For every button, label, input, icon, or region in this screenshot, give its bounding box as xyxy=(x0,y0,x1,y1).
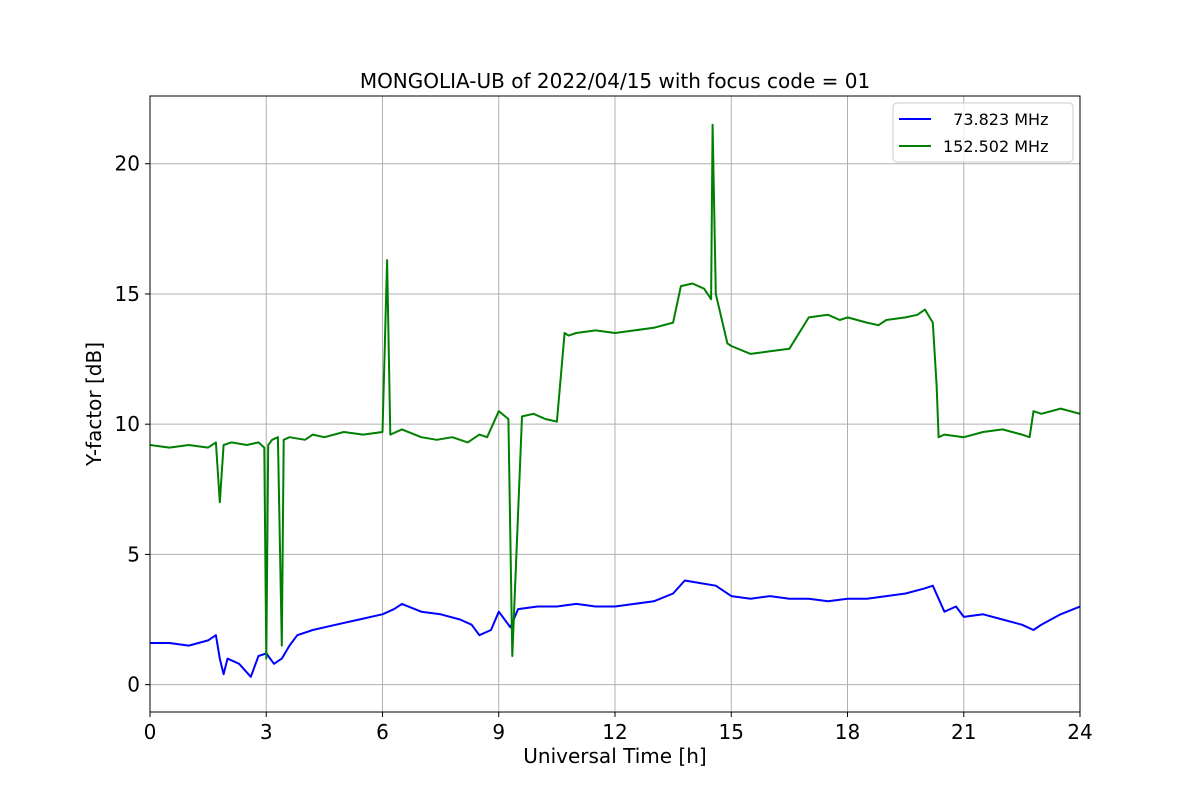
legend-box xyxy=(892,102,1074,163)
tick-layer: 0 3 6 9 12 15 18 21 24 0 5 10 15 20 xyxy=(115,152,1093,744)
legend: 73.823 MHz 152.502 MHz xyxy=(892,102,1074,163)
x-tick-label: 18 xyxy=(835,720,860,744)
grid-layer xyxy=(149,96,1081,712)
x-tick-label: 0 xyxy=(144,720,157,744)
y-tick-label: 15 xyxy=(115,282,140,306)
series-layer xyxy=(150,123,1080,678)
x-tick-label: 6 xyxy=(376,720,389,744)
series-line-blue xyxy=(150,579,1080,678)
chart-title: MONGOLIA-UB of 2022/04/15 with focus cod… xyxy=(360,69,870,93)
legend-label: 73.823 MHz xyxy=(943,110,1048,129)
plot-area xyxy=(150,123,1080,678)
y-tick-label: 5 xyxy=(127,542,140,566)
y-axis-label: Y-factor [dB] xyxy=(82,342,106,467)
series-line-green xyxy=(150,123,1080,660)
y-tick-label: 0 xyxy=(127,673,140,697)
x-tick-label: 24 xyxy=(1067,720,1092,744)
x-tick-label: 3 xyxy=(260,720,273,744)
legend-label: 152.502 MHz xyxy=(943,137,1048,156)
x-tick-label: 9 xyxy=(492,720,505,744)
y-tick-label: 20 xyxy=(115,152,140,176)
x-tick-label: 12 xyxy=(602,720,627,744)
x-axis-label: Universal Time [h] xyxy=(523,744,706,768)
x-tick-label: 15 xyxy=(719,720,744,744)
x-tick-label: 21 xyxy=(951,720,976,744)
y-tick-label: 10 xyxy=(115,412,140,436)
